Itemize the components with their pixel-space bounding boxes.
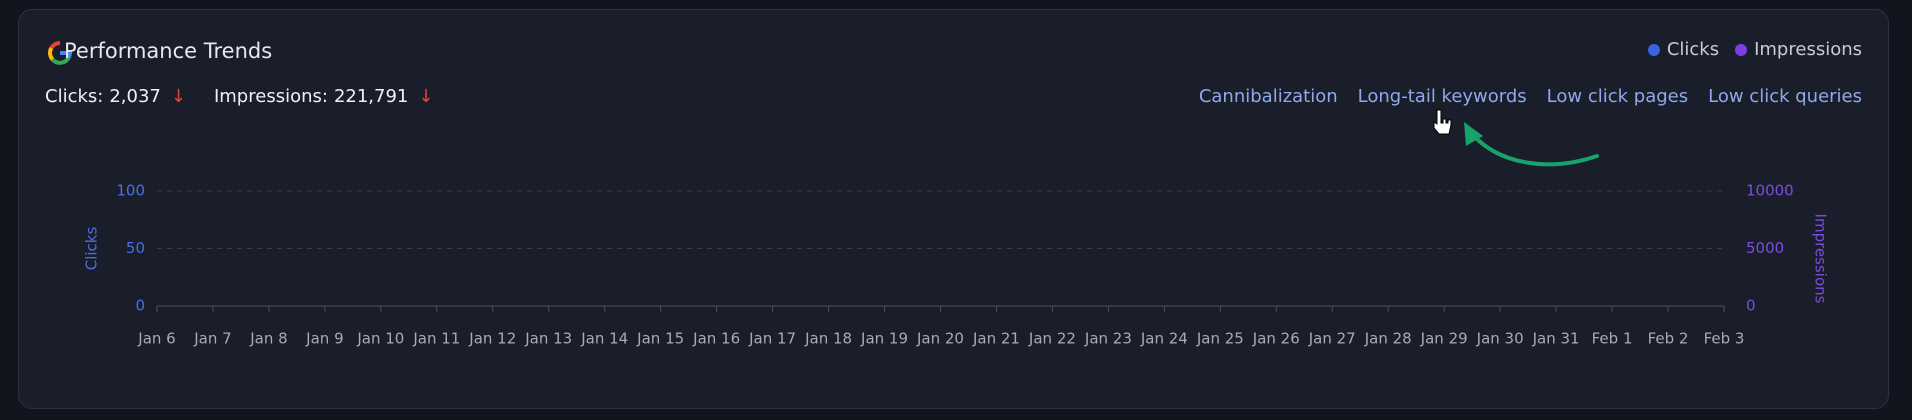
link[interactable]: Long-tail keywords [1357, 86, 1527, 107]
x-tick-label: Jan 7 [193, 330, 231, 348]
x-tick-label: Jan 12 [468, 330, 516, 348]
y-tick-label: 0 [135, 297, 145, 315]
stat: Impressions: 221,791 ↓ [214, 86, 434, 107]
link[interactable]: Low click queries [1708, 86, 1862, 107]
x-tick-label: Jan 29 [1420, 330, 1468, 348]
legend-item: Impressions [1735, 39, 1862, 60]
cursor [1433, 109, 1452, 135]
x-tick-label: Jan 22 [1028, 330, 1076, 348]
y2-tick-label: 10000 [1746, 182, 1794, 200]
legend-item: Clicks [1647, 39, 1720, 60]
y-tick-label: 100 [116, 182, 145, 200]
x-tick-label: Jan 17 [748, 330, 796, 348]
card [18, 9, 1889, 409]
x-tick-label: Feb 2 [1648, 330, 1689, 348]
stat-value: 2,037 [109, 86, 161, 107]
link[interactable]: Low click pages [1546, 86, 1689, 107]
x-tick-label: Jan 30 [1476, 330, 1524, 348]
x-tick-label: Jan 24 [1140, 330, 1188, 348]
x-tick-label: Jan 15 [636, 330, 684, 348]
title: Performance Trends [64, 39, 273, 63]
x-tick-label: Jan 23 [1084, 330, 1132, 348]
stat-label: Clicks: [45, 86, 104, 107]
annotation-arrow [1470, 132, 1599, 167]
stat-value: 221,791 [333, 86, 409, 107]
x-tick-label: Jan 13 [524, 330, 572, 348]
link[interactable]: Cannibalization [1198, 86, 1338, 107]
x-tick-label: Jan 10 [356, 330, 404, 348]
legend: Clicks Impressions [1647, 39, 1862, 60]
y2-tick-label: 5000 [1746, 239, 1784, 257]
x-tick-label: Jan 8 [249, 330, 287, 348]
x-tick-label: Jan 25 [1196, 330, 1244, 348]
stats: Clicks: 2,037 ↓ Impressions: 221,791 ↓ [45, 86, 433, 107]
x-tick-label: Jan 16 [692, 330, 740, 348]
x-tick-label: Jan 27 [1308, 330, 1356, 348]
x-tick-label: Jan 14 [580, 330, 628, 348]
x-tick-label: Jan 19 [860, 330, 908, 348]
x-tick-label: Feb 3 [1704, 330, 1745, 348]
y-axis-title: Clicks [83, 227, 101, 271]
legend-swatch [1647, 43, 1660, 56]
google-icon [48, 40, 73, 65]
y2-tick-label: 0 [1746, 297, 1756, 315]
x-tick-label: Jan 26 [1252, 330, 1300, 348]
annotation-arrowhead [1464, 122, 1483, 146]
stat-label: Impressions: [213, 86, 328, 107]
y-tick-label: 50 [126, 239, 145, 257]
x-tick-label: Jan 20 [916, 330, 964, 348]
stat: Clicks: 2,037 ↓ [45, 86, 186, 107]
legend-label: Clicks [1666, 39, 1720, 60]
down-arrow: ↓ [170, 86, 186, 107]
legend-swatch [1735, 43, 1748, 56]
y2-axis-title: Impressions [1812, 214, 1830, 304]
x-tick-label: Jan 21 [972, 330, 1020, 348]
x-tick-label: Jan 31 [1532, 330, 1580, 348]
x-tick-label: Jan 18 [804, 330, 852, 348]
down-arrow: ↓ [418, 86, 434, 107]
legend-label: Impressions [1754, 39, 1862, 60]
links: Cannibalization Long-tail keywords Low c… [1199, 86, 1862, 107]
x-tick-label: Jan 28 [1364, 330, 1412, 348]
x-tick-label: Jan 9 [305, 330, 343, 348]
x-tick-label: Jan 6 [137, 330, 175, 348]
x-tick-label: Jan 11 [412, 330, 460, 348]
x-tick-label: Feb 1 [1592, 330, 1633, 348]
